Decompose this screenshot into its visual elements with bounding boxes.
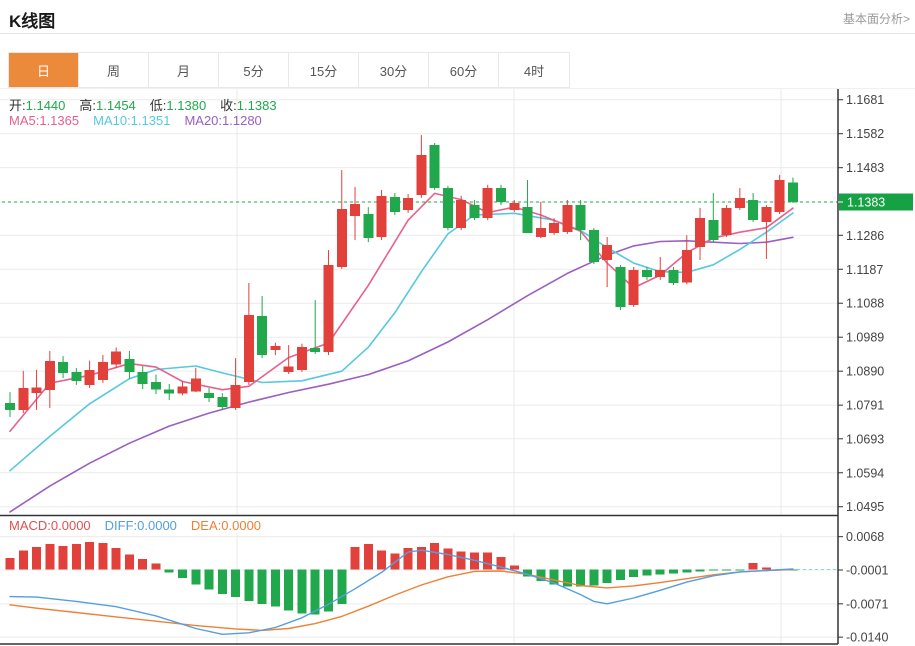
info-item: DIFF:0.0000 [104,518,177,533]
axis-tick-label: -0.0140 [846,631,888,645]
axis-tick-label: 1.1483 [846,161,884,175]
current-price-tag: 1.1383 [847,196,885,210]
info-item: MACD:0.0000 [9,518,91,533]
tab-4时[interactable]: 4时 [499,53,569,87]
axis-tick-label: 1.1088 [846,297,884,311]
axis-tick-label: -0.0001 [846,564,888,578]
axis-tick-label: 1.1582 [846,127,884,141]
macd-info: MACD:0.0000 DIFF:0.0000 DEA:0.0000 [9,518,275,533]
tab-15分[interactable]: 15分 [289,53,359,87]
axis-tick-label: 1.0594 [846,466,884,480]
tabs-divider [0,88,915,89]
tab-60分[interactable]: 60分 [429,53,499,87]
info-item: 开:1.1440 [9,98,66,113]
fundamental-analysis-link[interactable]: 基本面分析> [842,12,910,26]
axis-tick-label: 1.0495 [846,500,884,514]
axis-tick-label: -0.0071 [846,597,888,611]
axis-tick-label: 1.1286 [846,229,884,243]
tab-月[interactable]: 月 [149,53,219,87]
tab-5分[interactable]: 5分 [219,53,289,87]
info-item: MA10:1.1351 [93,113,171,128]
page-title: K线图 [9,12,56,31]
info-item: 低:1.1380 [149,98,207,113]
info-item: MA5:1.1365 [9,113,80,128]
tab-日[interactable]: 日 [9,53,79,87]
axis-tick-label: 1.1681 [846,93,884,107]
info-item: 收:1.1383 [220,98,277,113]
period-tabs: 日周月 5分 15分 30分 60分 4时 [8,52,570,88]
axis-tick-label: 1.0890 [846,365,884,379]
info-item: MA20:1.1280 [184,113,262,128]
tab-30分[interactable]: 30分 [359,53,429,87]
axis-tick-label: 1.0989 [846,331,884,345]
ma-info: MA5:1.1365 MA10:1.1351 MA20:1.1280 [9,113,276,128]
tab-周[interactable]: 周 [79,53,149,87]
axis-tick-label: 1.0693 [846,432,884,446]
info-item: DEA:0.0000 [190,518,262,533]
ohlc-info: 开:1.1440 高:1.1454 低:1.1380 收:1.1383 [9,95,291,114]
axis-tick-label: 0.0068 [846,530,884,544]
axis-tick-label: 1.1187 [846,263,883,277]
axis-tick-label: 1.0791 [846,399,884,413]
info-item: 高:1.1454 [79,98,136,113]
widget-header: K线图 基本面分析> [0,0,915,34]
